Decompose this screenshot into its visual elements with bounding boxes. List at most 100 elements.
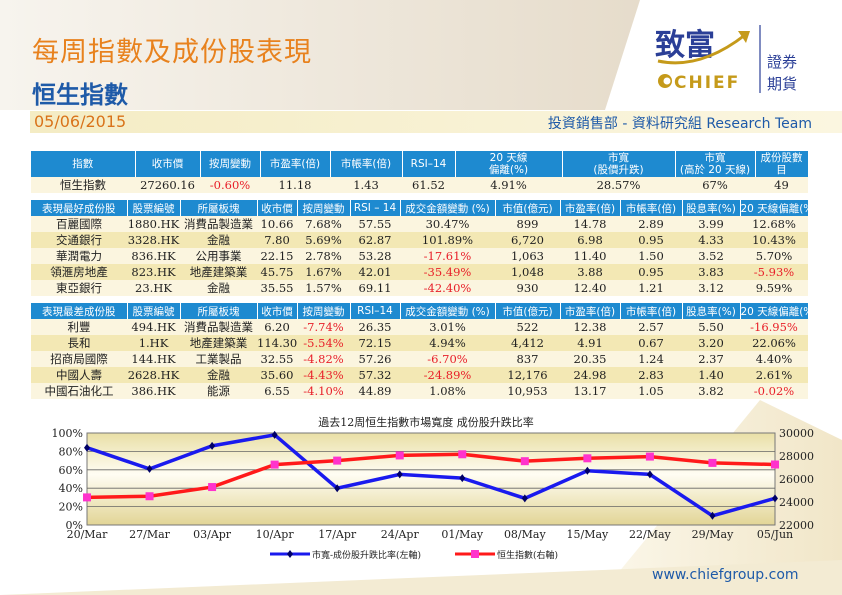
department-label: 投資銷售部 - 資料研究組 Research Team [547,116,812,132]
table-cell: 2.37 [682,351,740,367]
data-point-marker [583,454,592,463]
table-cell: -17.61% [400,248,495,264]
column-header: 按周變動 [200,151,261,177]
svg-text:證券: 證券 [767,53,797,71]
worst-performers-table: 表現最差成份股 股票編號 所屬板塊 收市價 按周變動 RSI–14 成交金額變動 (%) 市值… [31,303,809,399]
table-cell: 3.99 [682,216,740,232]
x-tick-label: 22/May [629,528,672,541]
logo-mark: 致富 CHIEF 證券 期貨 [655,25,797,93]
data-point-marker [333,456,342,465]
y-right-tick-label: 22000 [779,519,814,532]
table-cell: 3.52 [682,248,740,264]
table-cell: 1,063 [495,248,560,264]
table-cell: 公用事業 [180,248,257,264]
column-header: 市寬 (股價升跌) [562,151,676,177]
table-cell: 57.55 [350,216,400,232]
table-cell: 13.17 [560,383,620,399]
data-point-marker [772,494,778,503]
column-header: 市盈率(倍) [260,151,331,177]
x-tick-label: 10/Apr [256,528,295,541]
table-cell: 金融 [180,232,257,248]
table-cell: 11.18 [260,177,330,193]
x-tick-label: 17/Apr [318,528,357,541]
table-cell: 386.HK [127,383,180,399]
table-cell: 金融 [180,367,257,383]
x-tick-label: 29/May [692,528,735,541]
table-cell: -5.93% [740,264,808,280]
column-header: RSI–14 [402,151,456,177]
table-cell: -24.89% [400,367,495,383]
column-header: 市寬 (高於 20 天線) [675,151,756,177]
column-header: 收市價 [135,151,201,177]
series-line-0 [86,432,776,518]
table-cell: 地產建築業 [180,264,257,280]
table-cell: -35.49% [400,264,495,280]
table-cell: 恒生指數 [31,177,135,193]
column-header: 所屬板塊 [180,200,258,216]
table-cell: 1.50 [620,248,682,264]
index-summary-table: 指數 收市價 按周變動 市盈率(倍) 市帳率(倍) RSI–14 20 天線 偏離(%) 市寬… [31,151,809,193]
column-header: 成交金額變動 (%) [400,303,496,319]
table-cell: 工業製品 [180,351,257,367]
x-tick-label: 20/Mar [67,528,109,541]
y-left-tick-label: 80% [59,445,83,458]
svg-text:CHIEF: CHIEF [674,73,740,93]
table-cell: 42.01 [350,264,400,280]
table-cell: 9.59% [740,280,808,296]
column-header: 20 天線偏離(%) [740,200,809,216]
table-cell: 5.69% [297,232,350,248]
legend-marker [471,550,479,558]
table-cell: 62.87 [350,232,400,248]
table-cell: 49 [755,177,808,193]
y-left-tick-label: 100% [52,427,83,440]
table-row: 領滙房地產 823.HK 地產建築業 45.75 1.67% 42.01 -35.49% 1,… [31,264,808,280]
table-cell: 1.05 [620,383,682,399]
table-cell: 地產建築業 [180,335,257,351]
table-cell: 1.08% [400,383,495,399]
table-cell: 4.91% [455,177,562,193]
table-cell: 6.55 [257,383,297,399]
y-left-tick-label: 40% [59,482,83,495]
chart-title: 過去12周恒生指數市場寬度 成份股升跌比率 [318,415,534,429]
table-cell: 消費品製造業 [180,319,257,335]
table-cell: -0.02% [740,383,808,399]
table-row: 百麗國際 1880.HK 消費品製造業 10.66 7.68% 57.55 30.47% 89… [31,216,808,232]
column-header: 所屬板塊 [180,303,258,319]
data-point-marker [521,494,528,503]
table-cell: 1.HK [127,335,180,351]
table-cell: 1.57% [297,280,350,296]
table-cell: 23.HK [127,280,180,296]
table-cell: 4.33 [682,232,740,248]
data-point-marker [208,483,217,492]
table-cell: 12.38 [560,319,620,335]
table-cell: 823.HK [127,264,180,280]
table-cell: 26.35 [350,319,400,335]
table-cell: 3328.HK [127,232,180,248]
data-point-marker [84,443,90,452]
y-right-tick-label: 28000 [779,450,814,463]
table-cell: 東亞銀行 [31,280,127,296]
table-cell: -6.70% [400,351,495,367]
table-cell: 22.15 [257,248,297,264]
column-header: 股票編號 [127,303,181,319]
table-cell: 836.HK [127,248,180,264]
y-left-tick-label: 20% [59,501,83,514]
table-cell: 30.47% [400,216,495,232]
column-header: 股息率(%) [682,303,741,319]
table-cell: 1.40 [682,367,740,383]
table-row: 交通銀行 3328.HK 金融 7.80 5.69% 62.87 101.89% 6,720 6… [31,232,808,248]
data-point-marker [270,460,279,469]
table-cell: 14.78 [560,216,620,232]
table-cell: 44.89 [350,383,400,399]
website-link[interactable]: www.chiefgroup.com [652,567,799,583]
column-header: 按周變動 [297,200,351,216]
column-header: 成份股數目 [755,151,809,177]
column-header: 收市價 [257,200,298,216]
column-header: 20 天線 偏離(%) [455,151,563,177]
column-header: 股票編號 [127,200,181,216]
table-cell: 中國人壽 [31,367,127,383]
table-cell: 144.HK [127,351,180,367]
table-cell: 1880.HK [127,216,180,232]
table-cell: 3.88 [560,264,620,280]
y-left-tick-label: 60% [59,464,83,477]
